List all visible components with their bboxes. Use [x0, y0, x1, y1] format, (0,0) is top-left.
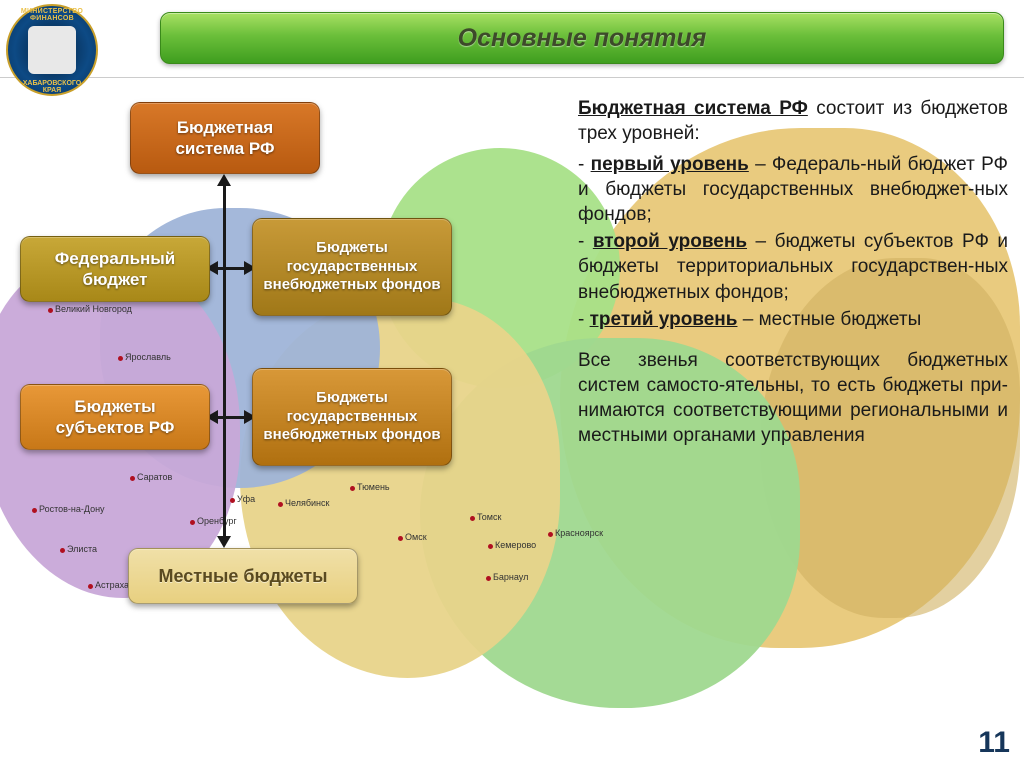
city-dot	[486, 576, 491, 581]
page-title: Основные понятия	[458, 24, 707, 53]
city-dot	[470, 516, 475, 521]
city-dot	[88, 584, 93, 589]
city-dot	[398, 536, 403, 541]
city-label: Челябинск	[285, 498, 329, 508]
explanation-text: Бюджетная система РФ состоит из бюджетов…	[578, 96, 1008, 454]
diagram-box-gvf2: Бюджеты государственных внебюджетных фон…	[252, 368, 452, 466]
diagram-box-gvf1: Бюджеты государственных внебюджетных фон…	[252, 218, 452, 316]
paragraph-2: Все звенья соответствующих бюджетных сис…	[578, 348, 1008, 448]
emblem-line4: КРАЯ	[43, 87, 61, 94]
city-dot	[48, 308, 53, 313]
vertical-arrow-0	[223, 184, 226, 538]
city-dot	[60, 548, 65, 553]
city-dot	[32, 508, 37, 513]
title-bar: Основные понятия	[160, 12, 1004, 64]
level-1-name: первый уровень	[591, 154, 749, 175]
emblem-shield-icon	[28, 26, 76, 74]
city-dot	[130, 476, 135, 481]
city-label: Великий Новгород	[55, 304, 132, 314]
city-label: Омск	[405, 532, 427, 542]
city-label: Оренбург	[197, 516, 237, 526]
emblem-line2: ФИНАНСОВ	[30, 15, 74, 22]
city-label: Тюмень	[357, 482, 390, 492]
city-dot	[190, 520, 195, 525]
city-dot	[230, 498, 235, 503]
emblem-line1: МИНИСТЕРСТВО	[21, 8, 83, 15]
city-label: Элиста	[67, 544, 97, 554]
city-label: Уфа	[237, 494, 255, 504]
ministry-emblem: МИНИСТЕРСТВО ФИНАНСОВ ХАБАРОВСКОГО КРАЯ	[6, 4, 102, 100]
level-3: - третий уровень – местные бюджеты	[578, 307, 1008, 332]
city-dot	[488, 544, 493, 549]
diagram-box-subj: Бюджеты субъектов РФ	[20, 384, 210, 450]
city-label: Барнаул	[493, 572, 528, 582]
horizontal-arrow-1	[216, 416, 246, 419]
city-label: Томск	[477, 512, 501, 522]
city-label: Ростов-на-Дону	[39, 504, 105, 514]
level-1: - первый уровень – Федераль-ный бюджет Р…	[578, 152, 1008, 227]
city-dot	[118, 356, 123, 361]
horizontal-arrow-0	[216, 267, 246, 270]
city-label: Кемерово	[495, 540, 536, 550]
header: МИНИСТЕРСТВО ФИНАНСОВ ХАБАРОВСКОГО КРАЯ …	[0, 0, 1024, 78]
intro-bold: Бюджетная система РФ	[578, 98, 808, 119]
content-area: Великий Новгород Ярославль Саратов Ростов-н…	[0, 78, 1024, 768]
city-label: Саратов	[137, 472, 172, 482]
city-dot	[548, 532, 553, 537]
level-3-name: третий уровень	[590, 309, 738, 330]
city-dot	[278, 502, 283, 507]
city-label: Ярославль	[125, 352, 171, 362]
level-2: - второй уровень – бюджеты субъектов РФ …	[578, 229, 1008, 304]
intro-line: Бюджетная система РФ состоит из бюджетов…	[578, 96, 1008, 146]
city-label: Красноярск	[555, 528, 603, 538]
level-2-name: второй уровень	[593, 231, 747, 252]
page-number: 11	[978, 726, 1010, 760]
city-dot	[350, 486, 355, 491]
level-3-body: – местные бюджеты	[737, 309, 921, 330]
diagram-box-federal: Федеральный бюджет	[20, 236, 210, 302]
diagram-box-local: Местные бюджеты	[128, 548, 358, 604]
emblem-line3: ХАБАРОВСКОГО	[23, 80, 81, 87]
diagram-box-top: Бюджетная система РФ	[130, 102, 320, 174]
